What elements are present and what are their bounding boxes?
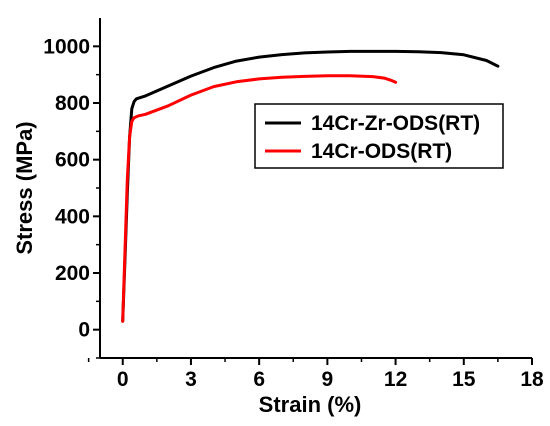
x-axis-title: Strain (%) — [259, 392, 362, 417]
x-tick-label: 12 — [384, 368, 407, 391]
legend: 14Cr-Zr-ODS(RT) 14Cr-ODS(RT) — [254, 103, 504, 169]
x-tick-label: 6 — [253, 368, 265, 391]
y-tick-label: 1000 — [43, 35, 90, 58]
x-tick-label: 3 — [185, 368, 197, 391]
y-tick-label: 0 — [78, 319, 90, 342]
series-line-2 — [121, 74, 398, 323]
x-tick-label: 0 — [117, 368, 129, 391]
series-line-1 — [121, 49, 500, 323]
x-tick-label: 18 — [520, 368, 544, 391]
x-tick-label: 9 — [322, 368, 334, 391]
plot-series — [121, 49, 500, 323]
y-tick-label: 600 — [55, 149, 90, 172]
legend-box — [254, 103, 504, 169]
y-tick-label: 200 — [55, 262, 90, 285]
legend-label-2: 14Cr-ODS(RT) — [311, 140, 452, 163]
y-tick-label: 400 — [55, 205, 90, 228]
x-tick-label: 15 — [452, 368, 476, 391]
legend-label-1: 14Cr-Zr-ODS(RT) — [311, 112, 480, 135]
y-tick-label: 800 — [55, 92, 90, 115]
plot-axes: 0 3 6 9 12 15 18 0 200 400 600 800 1000 — [43, 18, 544, 391]
y-axis-title: Stress (MPa) — [12, 121, 37, 254]
